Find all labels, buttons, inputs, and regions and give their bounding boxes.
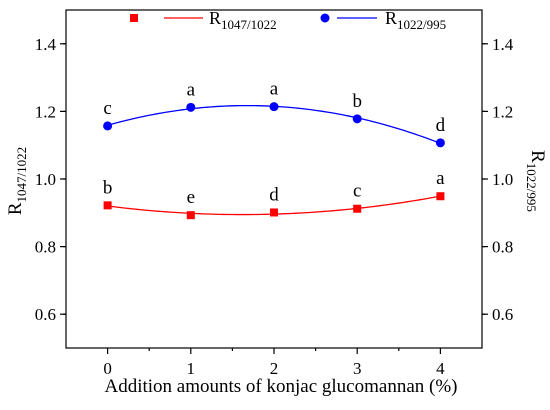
right-y-tick-label: 1.2	[492, 102, 513, 121]
axes	[65, 9, 483, 349]
right-y-tick-label: 0.6	[492, 305, 513, 324]
legend-label: R1047/1022	[209, 8, 277, 32]
legend-label-main: R	[385, 8, 397, 28]
x-axis-title: Addition amounts of konjac glucomannan (…	[104, 376, 457, 397]
ticks: 0 1 2 3 4 0.6 0.6 0.8 0.8 1.0 1.0 1.2 1.2 1.4 1.4	[35, 35, 514, 378]
left-y-tick-label: 0.8	[35, 238, 56, 257]
square-marker	[436, 192, 445, 201]
left-y-axis-title-sub: 1047/1022	[14, 147, 29, 203]
left-y-tick-label: 1.2	[35, 102, 56, 121]
circle-marker	[352, 114, 362, 124]
legend-label-sub: 1047/1022	[221, 17, 277, 32]
left-y-tick-label: 1.4	[35, 35, 57, 54]
right-y-tick-label: 1.0	[492, 170, 513, 189]
significance-letter: d	[436, 115, 446, 136]
legend-label-main: R	[209, 8, 221, 28]
circle-marker	[186, 102, 196, 112]
significance-letter: a	[270, 79, 279, 100]
square-marker	[353, 204, 362, 213]
square-marker	[186, 211, 195, 220]
legend-circle-marker	[320, 13, 330, 23]
square-marker	[270, 208, 278, 217]
legend: R1047/1022 R1022/995	[130, 8, 446, 32]
legend-label: R1022/995	[385, 8, 446, 32]
significance-letter: a	[436, 168, 445, 189]
significance-letter: c	[353, 181, 361, 202]
significance-letter: b	[103, 177, 113, 198]
significance-letters: b e d c a c a a b d	[103, 79, 446, 208]
right-y-tick-label: 0.8	[492, 238, 513, 257]
x-tick-label: 1	[187, 359, 196, 378]
left-y-axis-title-main: R	[5, 202, 26, 215]
x-tick-label: 4	[436, 359, 445, 378]
significance-letter: e	[187, 187, 195, 208]
square-marker	[103, 201, 112, 210]
data-marks	[103, 102, 445, 220]
left-y-tick-label: 0.6	[35, 305, 56, 324]
significance-letter: a	[187, 79, 196, 100]
significance-letter: c	[103, 98, 111, 119]
legend-square-marker	[130, 14, 138, 22]
right-y-axis-title-sub: 1022/995	[524, 163, 539, 212]
right-y-axis-title: R1022/995	[524, 150, 548, 212]
circle-marker	[435, 138, 445, 148]
fit-line-series-2	[107, 104, 441, 144]
legend-label-sub: 1022/995	[397, 17, 446, 32]
right-y-tick-label: 1.4	[492, 35, 514, 54]
significance-letter: b	[352, 91, 362, 112]
left-y-axis-title: R1047/1022	[5, 147, 29, 215]
right-y-axis-title-main: R	[527, 150, 548, 163]
significance-letter: d	[269, 184, 279, 205]
circle-marker	[103, 121, 113, 131]
plot-frame	[65, 9, 483, 349]
x-tick-label: 0	[103, 359, 112, 378]
circle-marker	[269, 102, 279, 112]
x-tick-label: 2	[270, 359, 279, 378]
x-tick-label: 3	[353, 359, 362, 378]
left-y-tick-label: 1.0	[35, 170, 56, 189]
